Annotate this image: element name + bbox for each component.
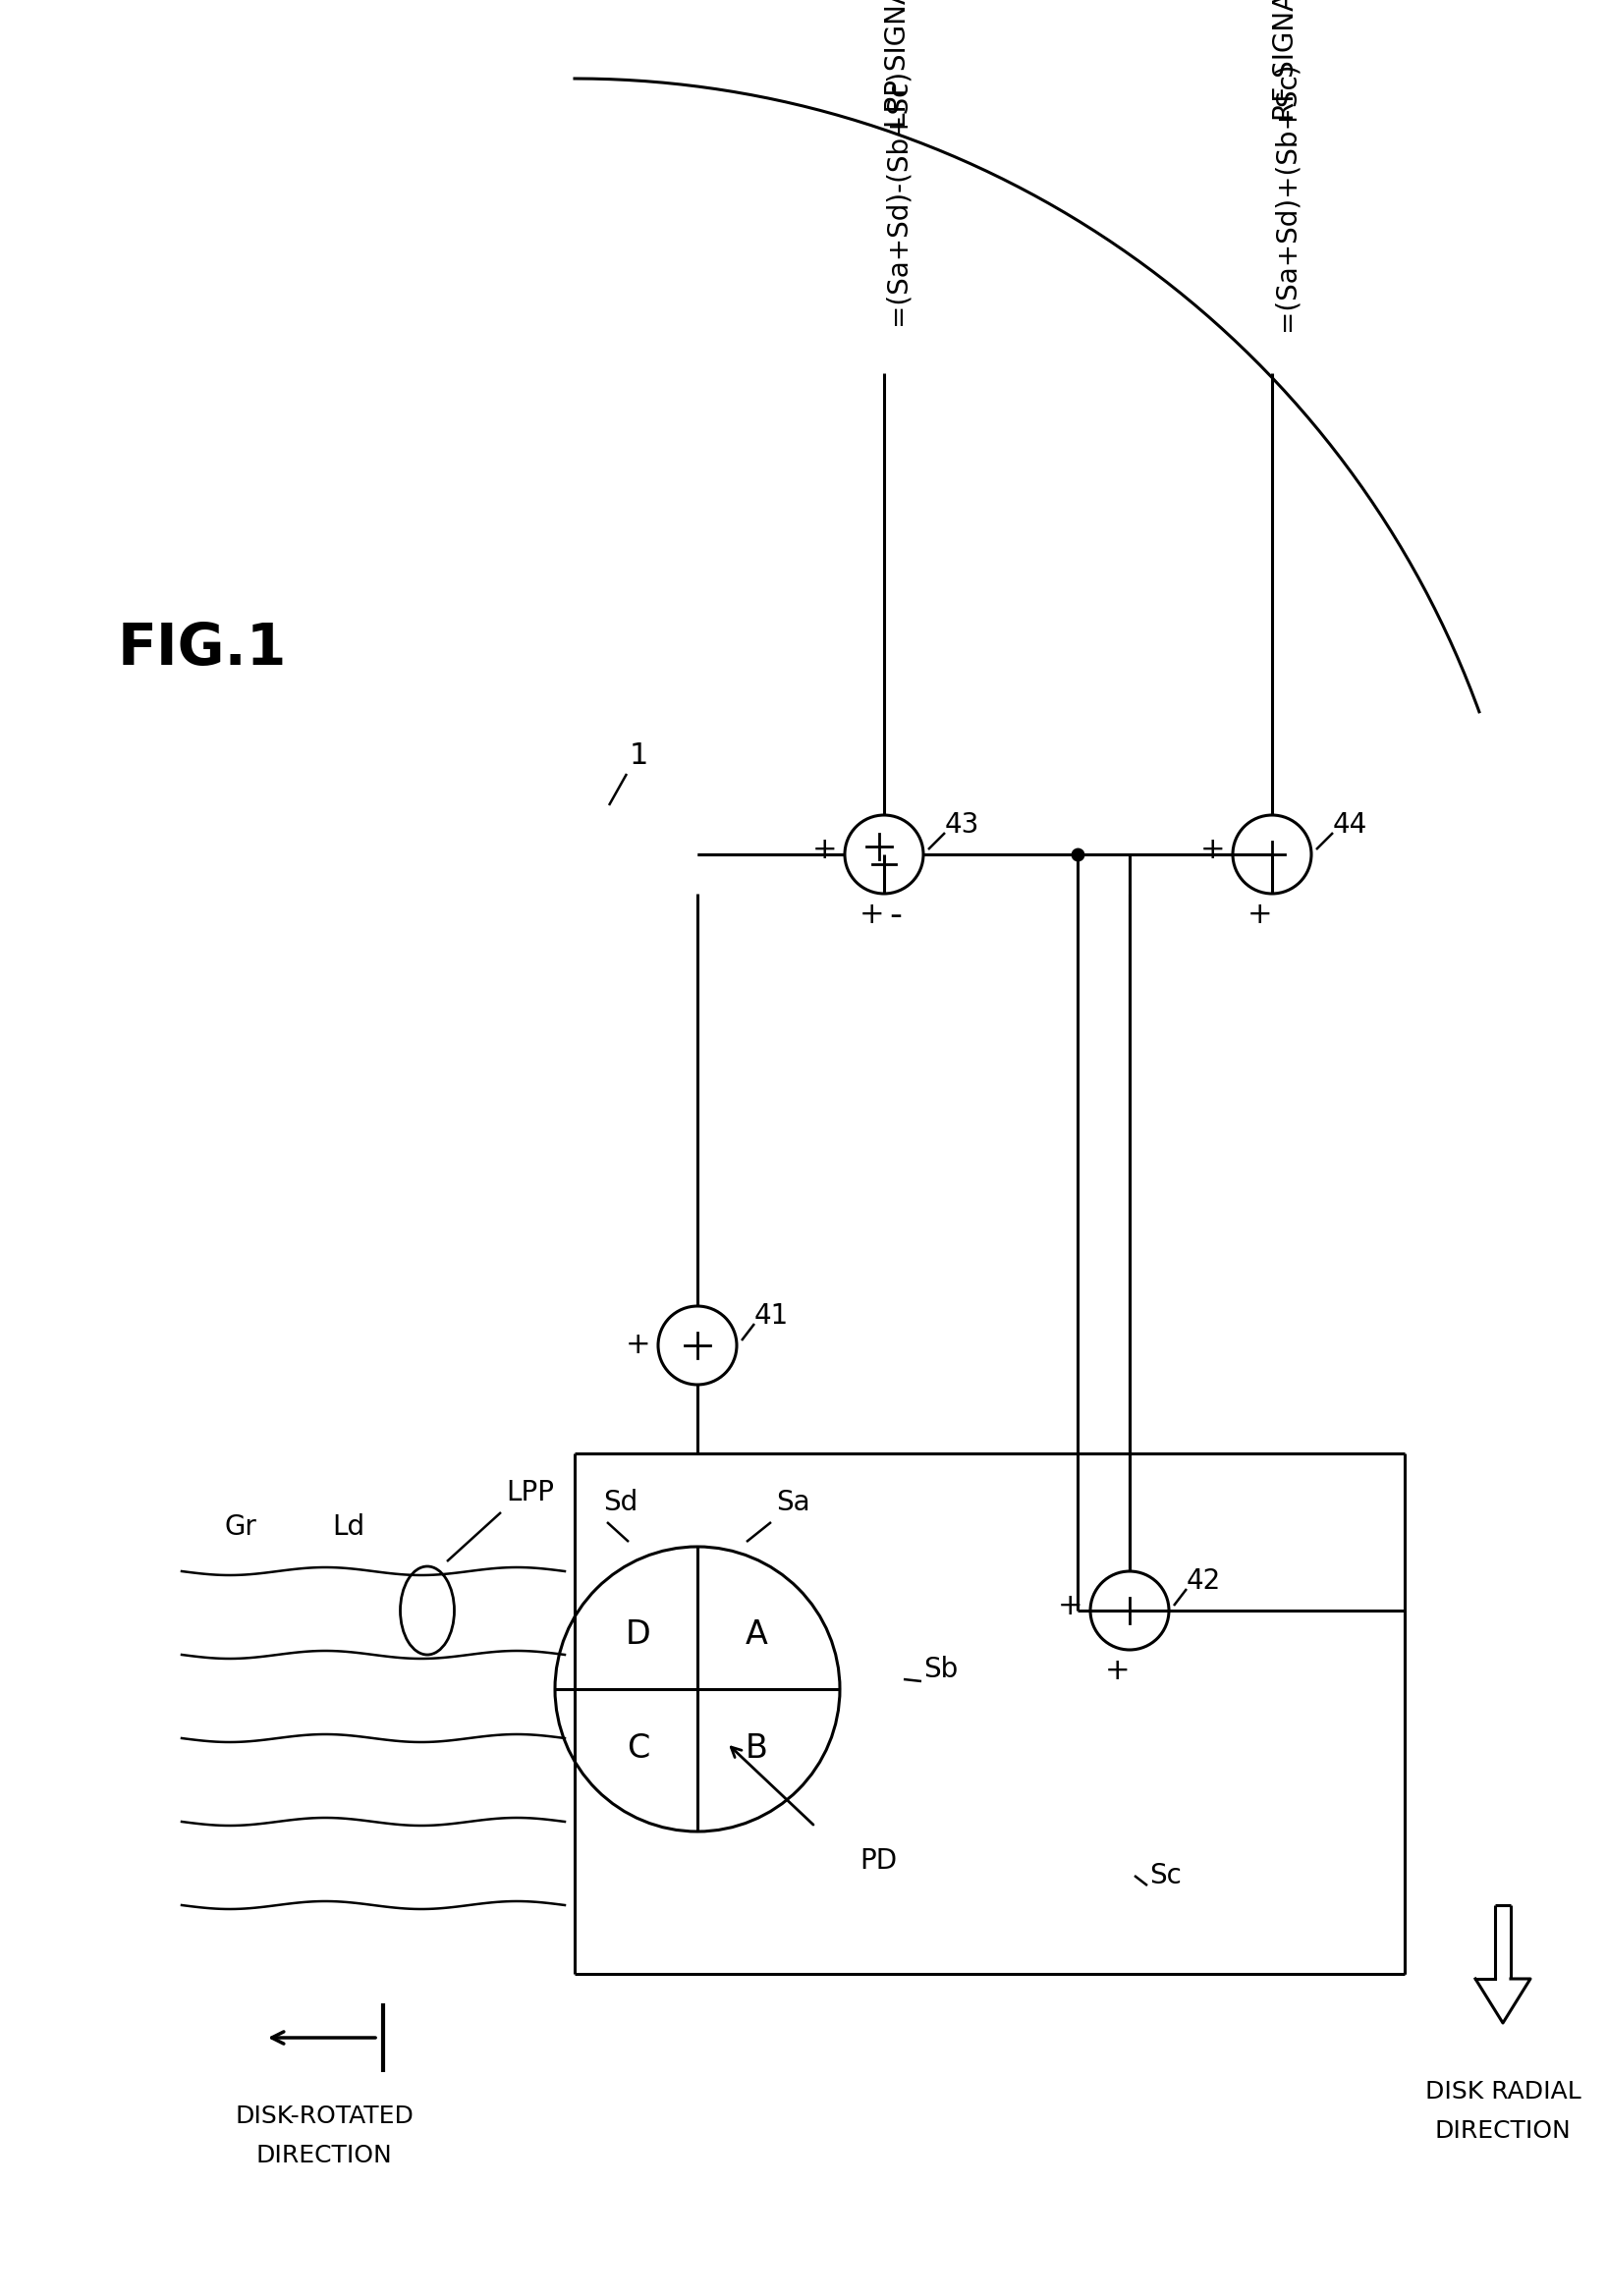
- Text: RF SIGNAL: RF SIGNAL: [1273, 0, 1300, 122]
- Text: LPP SIGNAL: LPP SIGNAL: [884, 0, 911, 129]
- Text: +: +: [625, 1332, 651, 1359]
- Text: A: A: [746, 1619, 768, 1651]
- Text: 44: 44: [1332, 810, 1368, 838]
- Text: +: +: [813, 836, 837, 863]
- Text: Sb: Sb: [924, 1655, 958, 1683]
- Text: 1: 1: [628, 742, 648, 771]
- Text: FIG.1: FIG.1: [117, 620, 288, 675]
- Text: Sc: Sc: [1149, 1862, 1181, 1890]
- Text: PD: PD: [860, 1848, 897, 1876]
- Text: LPP: LPP: [506, 1479, 554, 1506]
- Text: Ld: Ld: [333, 1513, 365, 1541]
- Text: -: -: [889, 898, 902, 932]
- Text: Gr: Gr: [225, 1513, 257, 1541]
- Text: +: +: [1247, 900, 1273, 930]
- Text: C: C: [627, 1731, 649, 1763]
- Text: 43: 43: [945, 810, 980, 838]
- Text: DIRECTION: DIRECTION: [256, 2144, 392, 2167]
- Text: +: +: [1200, 836, 1226, 863]
- Text: +: +: [1106, 1658, 1130, 1685]
- Text: 42: 42: [1186, 1568, 1221, 1596]
- Text: +: +: [860, 900, 885, 930]
- Text: Sd: Sd: [603, 1488, 638, 1515]
- Text: DISK RADIAL: DISK RADIAL: [1425, 2080, 1581, 2103]
- Text: =(Sa+Sd)-(Sb+Sc): =(Sa+Sd)-(Sb+Sc): [884, 69, 911, 324]
- Text: +: +: [1057, 1591, 1083, 1621]
- Text: =(Sa+Sd)+(Sb+Sc): =(Sa+Sd)+(Sb+Sc): [1273, 62, 1300, 331]
- Text: 41: 41: [754, 1302, 789, 1329]
- Text: B: B: [746, 1731, 768, 1763]
- Text: DIRECTION: DIRECTION: [1435, 2119, 1572, 2142]
- Text: Sa: Sa: [776, 1488, 810, 1515]
- Text: D: D: [625, 1619, 651, 1651]
- Text: DISK-ROTATED: DISK-ROTATED: [235, 2105, 413, 2128]
